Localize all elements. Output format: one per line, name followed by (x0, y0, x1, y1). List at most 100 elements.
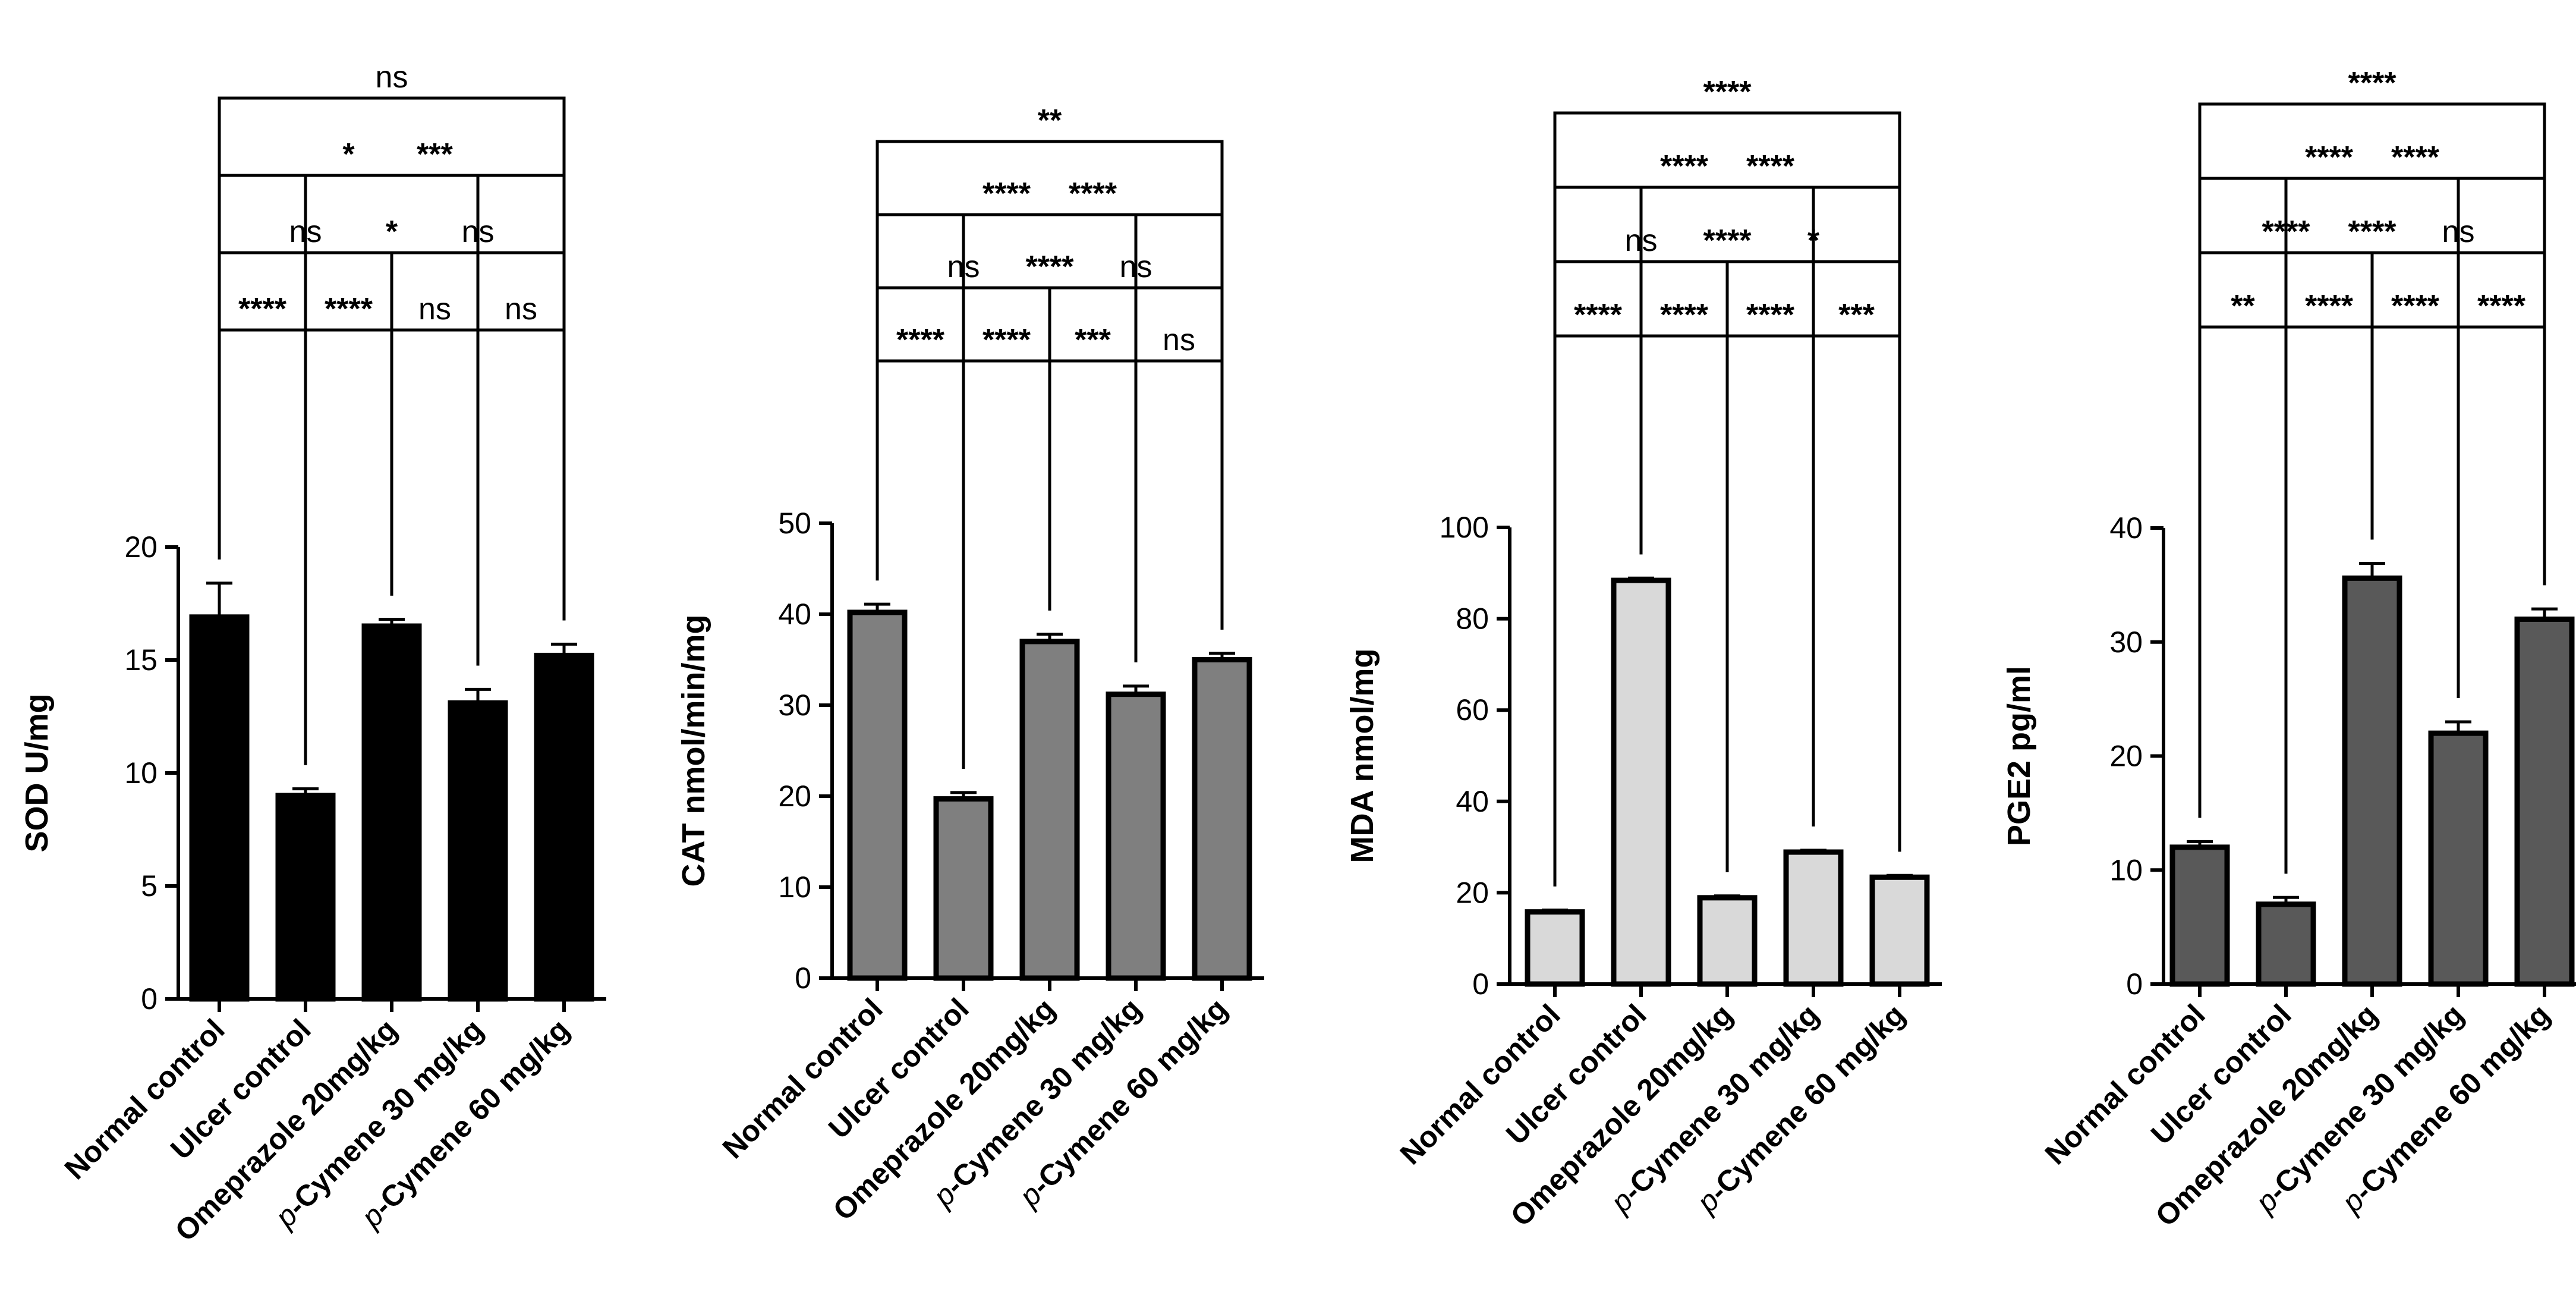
y-tick-label: 5 (141, 869, 158, 903)
chart-panel-cat: 0 10 20 30 40 50 CAT nmol/min/mg Normal control… (676, 103, 1264, 1227)
significance-label: **** (1660, 298, 1709, 332)
significance-bracket (876, 140, 1224, 630)
significance-label: **** (2348, 215, 2397, 249)
bar (2428, 730, 2489, 987)
significance-label: **** (238, 292, 287, 326)
bar (1525, 909, 1585, 987)
significance-label: **** (1069, 177, 1117, 211)
significance-label: **** (1026, 250, 1075, 284)
y-tick-label: 60 (1456, 693, 1489, 727)
x-tick-label: Normal control (58, 1013, 231, 1186)
significance-bracket (218, 174, 480, 666)
bar (1019, 639, 1080, 981)
y-tick-label: 30 (778, 689, 811, 722)
significance-label: **** (1746, 149, 1795, 184)
y-tick-label: 30 (2109, 626, 2143, 659)
significance-bracket (1812, 334, 1901, 852)
y-tick-label: 20 (778, 780, 811, 813)
bar (534, 652, 594, 1002)
significance-bracket (304, 174, 566, 765)
significance-label: **** (1703, 224, 1752, 258)
bar (2514, 616, 2575, 987)
significance-label: **** (1746, 298, 1795, 332)
bar (1697, 895, 1758, 987)
significance-label: **** (2477, 289, 2526, 323)
significance-label: * (342, 137, 355, 172)
x-tick-label: Normal control (716, 992, 889, 1165)
significance-label: ns (1163, 323, 1195, 357)
significance-bracket (1553, 186, 1815, 887)
significance-bracket (1639, 186, 1901, 852)
significance-bracket (962, 213, 1224, 769)
bar (275, 793, 336, 1002)
significance-bracket (1048, 359, 1138, 662)
significance-bracket (1134, 359, 1224, 662)
bar (933, 796, 994, 981)
bar (2169, 844, 2230, 987)
significance-label: **** (2391, 289, 2440, 323)
bar (847, 609, 908, 981)
x-tick-label: Normal control (2039, 998, 2212, 1171)
bar (1106, 692, 1166, 981)
significance-bracket (2198, 102, 2546, 818)
significance-label: *** (417, 137, 453, 172)
bar (1192, 657, 1252, 981)
significance-label: *** (1838, 298, 1875, 332)
y-axis-label: CAT nmol/min/mg (676, 615, 711, 887)
y-tick-label: 10 (778, 870, 811, 904)
y-tick-label: 40 (2109, 511, 2143, 545)
y-tick-label: 0 (141, 982, 158, 1016)
x-tick-label: Normal control (1394, 998, 1567, 1171)
significance-label: ns (418, 292, 451, 326)
significance-label: ns (505, 292, 537, 326)
significance-bracket (1725, 334, 1815, 872)
significance-bracket (218, 96, 566, 621)
significance-bracket (390, 328, 480, 666)
y-tick-label: 0 (1472, 967, 1489, 1001)
significance-label: ** (1038, 103, 1062, 138)
significance-label: **** (1574, 298, 1623, 332)
y-tick-label: 15 (124, 643, 158, 677)
bar (361, 623, 422, 1002)
significance-bracket (876, 213, 1138, 662)
y-tick-label: 10 (124, 756, 158, 790)
significance-bracket (2198, 177, 2460, 818)
significance-label: ns (376, 60, 408, 95)
bar (1611, 577, 1671, 987)
y-axis-label: SOD U/mg (19, 693, 55, 852)
bar (1783, 849, 1844, 987)
significance-label: **** (2305, 140, 2354, 175)
y-tick-label: 40 (778, 598, 811, 631)
y-tick-label: 50 (778, 507, 811, 540)
y-axis-label: MDA nmol/mg (1344, 649, 1380, 863)
significance-label: **** (1660, 149, 1709, 184)
significance-label: **** (2348, 66, 2397, 100)
bar (448, 700, 508, 1002)
significance-bracket (2198, 325, 2288, 874)
y-tick-label: 20 (2109, 740, 2143, 773)
y-tick-label: 0 (795, 961, 811, 995)
y-axis-label: PGE2 pg/ml (2001, 666, 2037, 846)
significance-label: **** (896, 323, 945, 357)
y-tick-label: 100 (1440, 511, 1489, 544)
significance-bracket (2284, 177, 2546, 874)
significance-label: **** (982, 323, 1031, 357)
significance-label: **** (2305, 289, 2354, 323)
significance-bracket (1553, 111, 1901, 887)
bar (1869, 874, 1930, 987)
significance-label: *** (1075, 323, 1111, 357)
significance-label: **** (325, 292, 373, 326)
y-tick-label: 40 (1456, 785, 1489, 818)
significance-label: **** (982, 177, 1031, 211)
y-tick-label: 20 (1456, 876, 1489, 909)
significance-bracket (476, 328, 566, 666)
significance-label: ** (2231, 289, 2255, 323)
y-tick-label: 0 (2126, 967, 2143, 1001)
bar (2256, 901, 2316, 987)
y-tick-label: 10 (2109, 853, 2143, 887)
bar (2342, 575, 2402, 987)
y-tick-label: 80 (1456, 602, 1489, 636)
